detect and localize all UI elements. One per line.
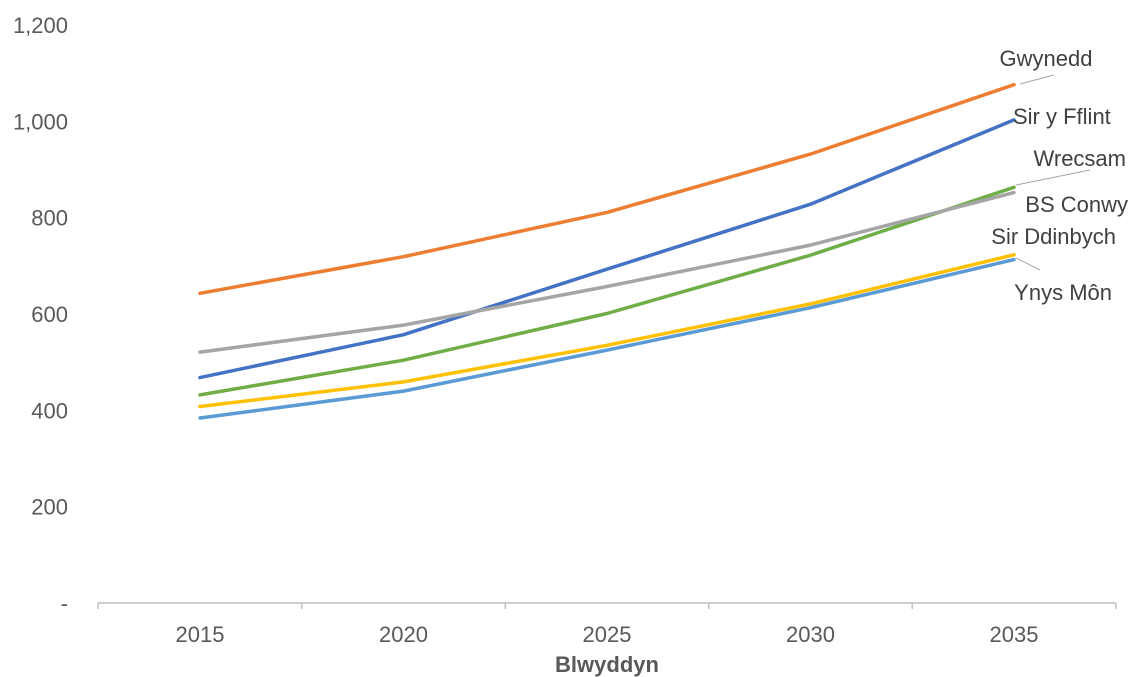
x-tick-label: 2015 [176, 622, 225, 647]
x-tick-label: 2025 [583, 622, 632, 647]
x-axis-title: Blwyddyn [555, 652, 659, 677]
series-line [198, 190, 1016, 354]
series-line [198, 82, 1016, 296]
series-label: Ynys Môn [1014, 280, 1112, 305]
series-label: Sir y Fflint [1013, 104, 1111, 129]
series-line [198, 118, 1016, 380]
axes [97, 602, 1117, 609]
series-line [198, 185, 1016, 397]
series-labels: Gwynedd Sir y Fflint Wrecsam BS Conwy Sir Dd… [991, 46, 1128, 305]
y-tick-label: 800 [31, 206, 68, 231]
series-label: BS Conwy [1025, 192, 1128, 217]
label-leader-line [1019, 74, 1055, 85]
y-tick-label: - [61, 591, 68, 616]
x-tick-label: 2030 [786, 622, 835, 647]
y-axis-ticks: - 200 400 600 800 1,000 1,200 [13, 13, 68, 616]
series-label: Gwynedd [1000, 46, 1093, 71]
series-label: Sir Ddinbych [991, 224, 1116, 249]
y-tick-label: 400 [31, 398, 68, 423]
y-tick-label: 600 [31, 302, 68, 327]
x-axis-ticks: 2015 2020 2025 2030 2035 [176, 622, 1039, 647]
series-lines [198, 82, 1016, 420]
y-tick-label: 200 [31, 495, 68, 520]
y-tick-label: 1,200 [13, 13, 68, 38]
x-tick-label: 2035 [990, 622, 1039, 647]
label-leader-line [1015, 257, 1041, 271]
x-tick-label: 2020 [379, 622, 428, 647]
series-line [198, 257, 1016, 420]
label-leader-line [1015, 169, 1091, 186]
series-label: Wrecsam [1034, 146, 1127, 171]
y-tick-label: 1,000 [13, 109, 68, 134]
series-line [198, 253, 1016, 409]
